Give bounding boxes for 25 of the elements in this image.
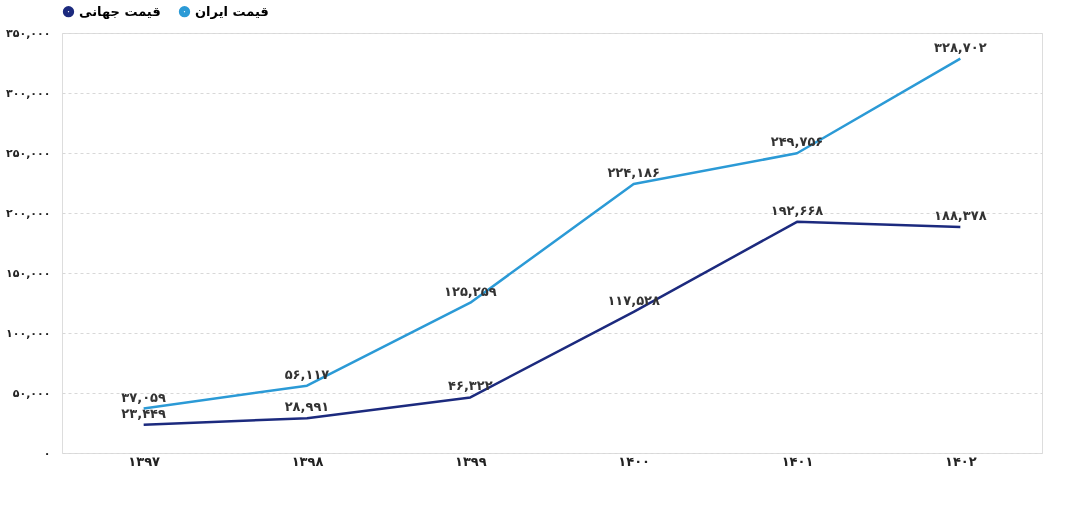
x-tick-label: ۱۴۰۱ <box>781 453 814 469</box>
legend-label: قیمت ایران <box>195 3 269 19</box>
data-label: ۲۲۴,۱۸۶ <box>607 164 660 180</box>
x-tick-label: ۱۳۹۷ <box>128 453 161 469</box>
data-label: ۲۸,۹۹۱ <box>284 399 330 415</box>
data-label: ۵۶,۱۱۷ <box>284 366 330 382</box>
data-label: ۳۷,۰۵۹ <box>121 389 167 405</box>
x-tick-label: ۱۴۰۲ <box>944 453 977 469</box>
x-tick-label: ۱۴۰۰ <box>618 453 651 469</box>
y-tick-label: ۰ <box>43 446 51 460</box>
y-tick-label: ۳۰۰,۰۰۰ <box>6 86 51 100</box>
x-tick-label: ۱۳۹۸ <box>291 453 324 469</box>
y-tick-label: ۵۰,۰۰۰ <box>12 386 51 400</box>
x-tick-label: ۱۳۹۹ <box>454 453 487 469</box>
y-tick-label: ۱۰۰,۰۰۰ <box>6 326 51 340</box>
data-label: ۱۸۸,۳۷۸ <box>934 207 987 223</box>
y-tick-label: ۲۰۰,۰۰۰ <box>6 206 51 220</box>
data-label: ۲۳,۴۴۹ <box>121 405 167 421</box>
y-tick-label: ۱۵۰,۰۰۰ <box>6 266 51 280</box>
data-label: ۳۲۸,۷۰۲ <box>934 39 987 55</box>
y-tick-label: ۲۵۰,۰۰۰ <box>6 146 51 160</box>
legend-label: قیمت جهانی <box>79 3 161 19</box>
data-label: ۴۶,۳۲۲ <box>448 378 493 394</box>
y-tick-label: ۳۵۰,۰۰۰ <box>6 26 51 40</box>
data-label: ۱۹۲,۶۶۸ <box>770 202 824 218</box>
